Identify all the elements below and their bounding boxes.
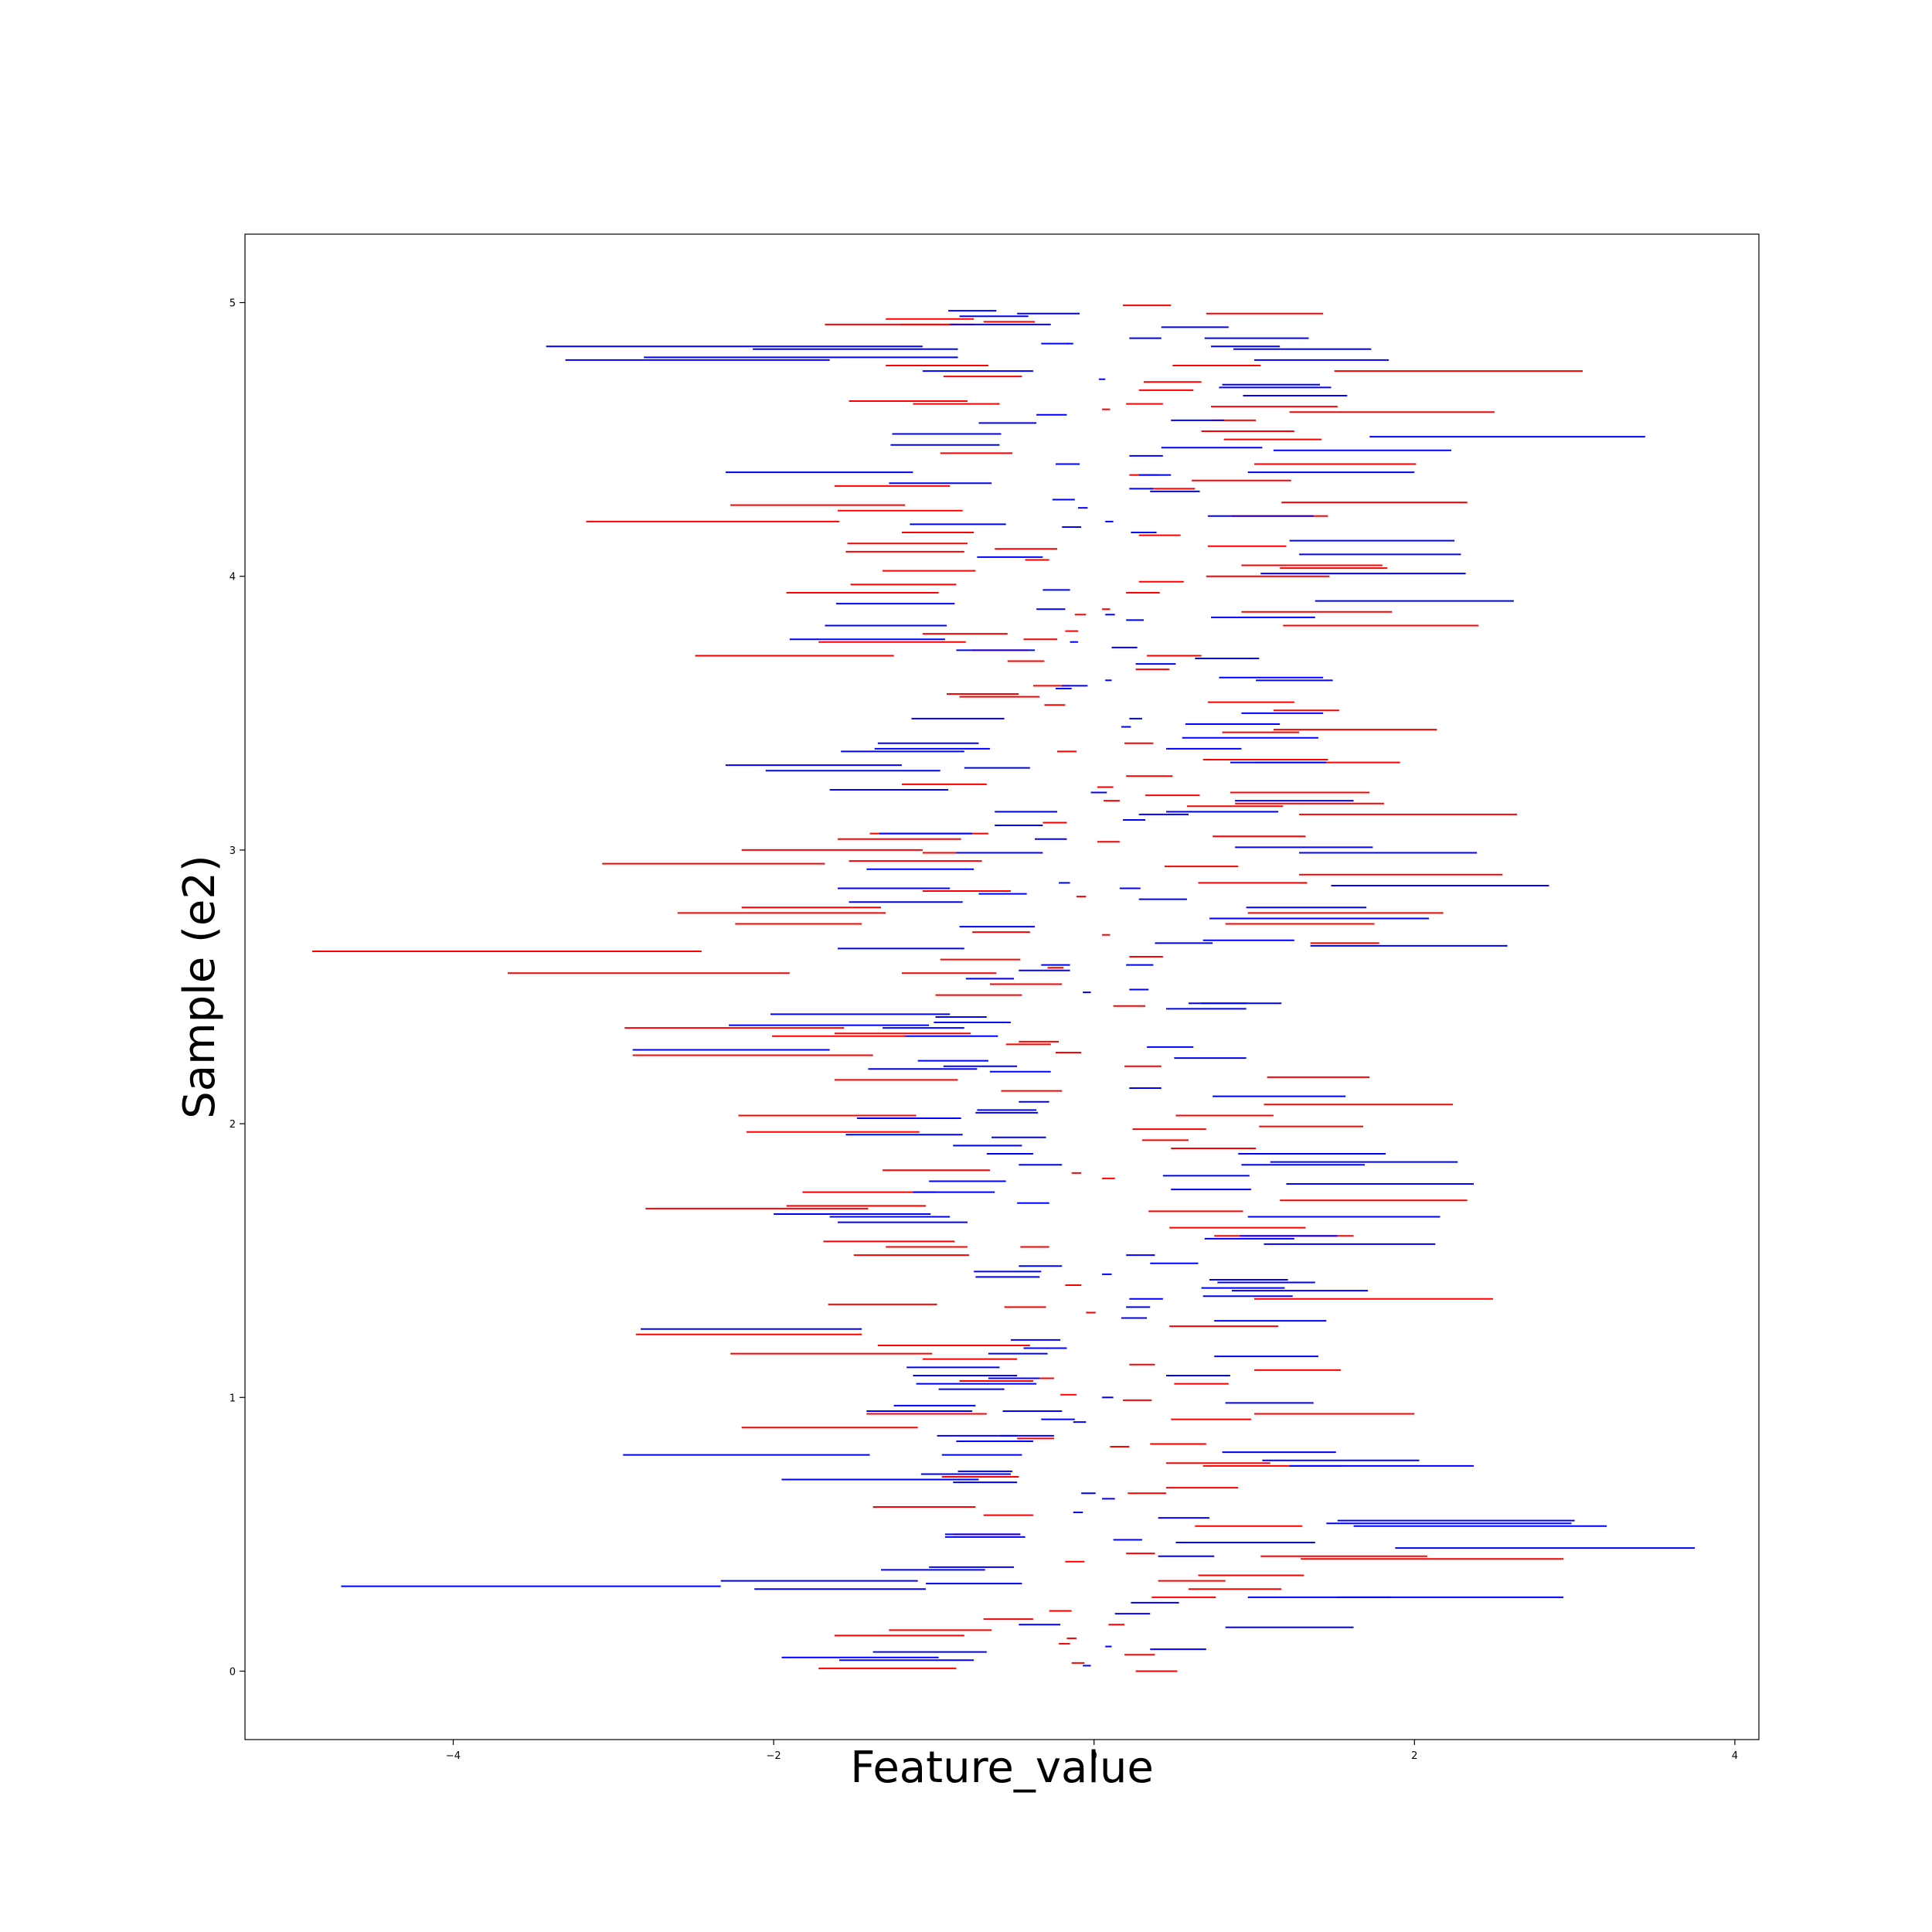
- x-axis: −4 −2 0 2 4: [446, 1740, 1738, 1762]
- y-tick-label: 3: [230, 845, 236, 857]
- x-axis-label: Feature_value: [850, 1743, 1154, 1793]
- y-tick-label: 4: [230, 572, 236, 583]
- x-tick-label: −2: [767, 1750, 781, 1762]
- y-axis-label: Sample (e2): [175, 855, 225, 1119]
- x-tick-label: 0: [1091, 1750, 1097, 1762]
- x-tick-label: 2: [1411, 1750, 1417, 1762]
- y-axis: 0 1 2 3 4 5: [230, 298, 245, 1678]
- x-tick-label: 4: [1732, 1750, 1738, 1762]
- x-tick-label: −4: [446, 1750, 461, 1762]
- plot-frame: [244, 233, 1760, 1740]
- chart-segments: [312, 304, 1696, 1672]
- y-tick-label: 1: [230, 1393, 236, 1404]
- y-tick-label: 5: [230, 298, 236, 310]
- y-tick-label: 0: [230, 1666, 236, 1678]
- y-tick-label: 2: [230, 1119, 236, 1131]
